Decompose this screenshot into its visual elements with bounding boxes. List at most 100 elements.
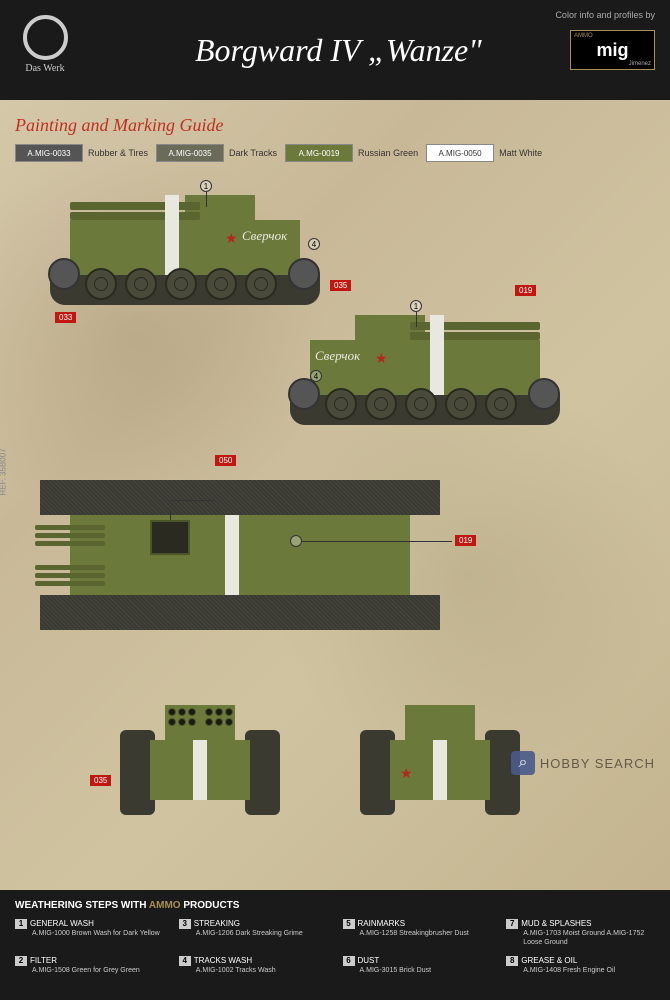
step-8: 8GREASE & OILA.MIG-1408 Fresh Engine Oil xyxy=(506,956,655,975)
step-product: A.MIG-1002 Tracks Wash xyxy=(196,966,328,975)
vehicle-side-left: ★ Сверчок 1 4 033 035 xyxy=(40,180,330,310)
step-product: A.MIG-1206 Dark Streaking Grime xyxy=(196,929,328,938)
credit-text: Color info and profiles by xyxy=(555,10,655,20)
rocket-hole-icon xyxy=(205,708,213,716)
color-tag-035: 035 xyxy=(90,775,111,786)
step-product: A.MIG-1258 Streakingbrusher Dust xyxy=(360,929,492,938)
road-wheel xyxy=(325,388,357,420)
rocket-tube xyxy=(35,525,105,530)
rocket-hole-icon xyxy=(215,718,223,726)
step-7: 7MUD & SPLASHESA.MIG-1703 Moist Ground A… xyxy=(506,919,655,948)
rocket-tube xyxy=(35,533,105,538)
star-icon: ★ xyxy=(400,765,413,782)
road-wheel xyxy=(485,388,517,420)
mig-text: mig xyxy=(596,40,628,61)
callout-1: 1 xyxy=(200,180,212,192)
step-num: 3 xyxy=(179,919,191,929)
vehicle-rear: ★ xyxy=(360,680,520,820)
rocket-hole-icon xyxy=(225,708,233,716)
swatch-label: Dark Tracks xyxy=(229,148,277,158)
swatch-label: Matt White xyxy=(499,148,542,158)
step-product: A.MIG-1000 Brown Wash for Dark Yellow xyxy=(32,929,164,938)
callout-line xyxy=(206,192,207,207)
step-name: STREAKING xyxy=(194,919,240,928)
white-stripe xyxy=(193,740,207,800)
footer: WEATHERING STEPS WITH AMMO PRODUCTS 1GEN… xyxy=(0,890,670,1000)
hull-top xyxy=(70,515,410,595)
footer-title-b: AMMO xyxy=(149,900,181,911)
rocket-hole-icon xyxy=(215,708,223,716)
color-tag-019: 019 xyxy=(515,285,536,296)
hull-script: Сверчок xyxy=(315,348,360,364)
white-stripe xyxy=(225,515,239,595)
drive-wheel xyxy=(48,258,80,290)
swatch-green: A.MG-0019 Russian Green xyxy=(285,144,418,162)
rocket-tube xyxy=(35,541,105,546)
swatch-box: A.MIG-0035 xyxy=(156,144,224,162)
idler-wheel xyxy=(288,378,320,410)
step-name: FILTER xyxy=(30,956,57,965)
callout-line xyxy=(170,500,215,501)
idler-wheel xyxy=(288,258,320,290)
rocket-hole-icon xyxy=(188,718,196,726)
main-content: Painting and Marking Guide A.MIG-0033 Ru… xyxy=(0,100,670,890)
logo-circle-icon xyxy=(23,15,68,60)
rocket-hole-icon xyxy=(188,708,196,716)
track-top xyxy=(40,595,440,630)
step-name: GENERAL WASH xyxy=(30,919,94,928)
rocket-tube xyxy=(70,202,200,210)
white-stripe xyxy=(433,740,447,800)
white-stripe xyxy=(165,195,179,275)
rocket-tube xyxy=(35,565,105,570)
callout-line xyxy=(302,541,452,542)
rocket-hole-icon xyxy=(168,708,176,716)
swatch-box: A.MG-0019 xyxy=(285,144,353,162)
step-product: A.MIG-1508 Green for Grey Green xyxy=(32,966,164,975)
guide-title: Painting and Marking Guide xyxy=(15,115,655,136)
swatch-label: Russian Green xyxy=(358,148,418,158)
swatch-label: Rubber & Tires xyxy=(88,148,148,158)
watermark-text: HOBBY SEARCH xyxy=(540,756,655,771)
step-name: RAINMARKS xyxy=(358,919,406,928)
rocket-hole-icon xyxy=(178,708,186,716)
road-wheel xyxy=(85,268,117,300)
rocket-tube xyxy=(70,212,200,220)
callout-line xyxy=(416,312,417,327)
logo-text: Das Werk xyxy=(25,63,64,74)
callout-4: 4 xyxy=(310,370,322,382)
superstructure xyxy=(185,195,255,225)
step-num: 2 xyxy=(15,956,27,966)
road-wheel xyxy=(405,388,437,420)
header: Das Werk Borgward IV „Wanze" Color info … xyxy=(0,0,670,100)
swatch-tracks: A.MIG-0035 Dark Tracks xyxy=(156,144,277,162)
rocket-hole-icon xyxy=(168,718,176,726)
color-tag-033: 033 xyxy=(55,312,76,323)
rocket-hole-icon xyxy=(225,718,233,726)
superstructure-rear xyxy=(405,705,475,745)
step-name: DUST xyxy=(358,956,380,965)
step-name: TRACKS WASH xyxy=(194,956,252,965)
watermark: ⌕ HOBBY SEARCH xyxy=(511,751,655,775)
step-5: 5RAINMARKSA.MIG-1258 Streakingbrusher Du… xyxy=(343,919,492,948)
rocket-tube xyxy=(35,581,105,586)
mig-jimenez-label: Jimenez xyxy=(629,61,651,67)
track-top xyxy=(40,480,440,515)
color-swatches: A.MIG-0033 Rubber & Tires A.MIG-0035 Dar… xyxy=(15,144,655,162)
drive-wheel xyxy=(528,378,560,410)
swatch-box: A.MIG-0033 xyxy=(15,144,83,162)
mig-logo: AMMO mig Jimenez xyxy=(570,30,655,70)
track-front xyxy=(245,730,280,815)
color-tag-050: 050 xyxy=(215,455,236,466)
swatch-rubber: A.MIG-0033 Rubber & Tires xyxy=(15,144,148,162)
vehicle-top: 050 019 xyxy=(40,470,440,640)
step-6: 6DUSTA.MIG-3015 Brick Dust xyxy=(343,956,492,975)
step-num: 5 xyxy=(343,919,355,929)
step-3: 3STREAKINGA.MIG-1206 Dark Streaking Grim… xyxy=(179,919,328,948)
step-4: 4TRACKS WASHA.MIG-1002 Tracks Wash xyxy=(179,956,328,975)
hatch xyxy=(150,520,190,555)
road-wheel xyxy=(165,268,197,300)
step-name: MUD & SPLASHES xyxy=(521,919,591,928)
road-wheel xyxy=(245,268,277,300)
step-num: 7 xyxy=(506,919,518,929)
hull-script: Сверчок xyxy=(242,228,287,244)
